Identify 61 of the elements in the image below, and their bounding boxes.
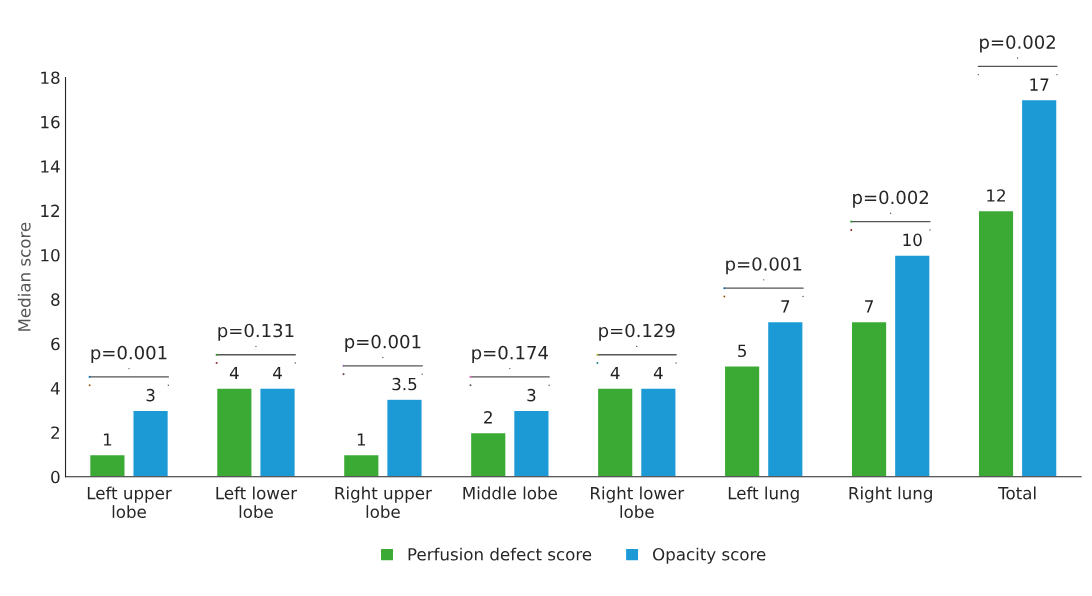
bar [88, 453, 126, 477]
data-label: 3 [527, 388, 536, 402]
bar [977, 209, 1015, 477]
x-tick-label: Right lung [849, 486, 932, 503]
annotation: p=0.129 [599, 323, 675, 341]
annotation: p=0.001 [345, 334, 421, 352]
y-tick-label: 14 [41, 160, 60, 173]
bar [850, 320, 888, 477]
annotation: p=0.174 [472, 345, 548, 364]
bar [259, 387, 296, 477]
annotation: p=0.001 [91, 345, 167, 364]
data-label: 4 [653, 366, 663, 380]
data-label: 2 [484, 411, 492, 424]
data-label: 5 [738, 344, 746, 358]
y-axis-title: Median score [17, 222, 31, 331]
y-tick-label: 12 [41, 204, 59, 217]
y-tick-label: 18 [41, 71, 60, 85]
bar [766, 320, 804, 477]
bar [1020, 98, 1058, 477]
x-tick-label: Total [998, 486, 1036, 500]
y-tick-label: 10 [41, 248, 60, 262]
data-label: 12 [987, 189, 1005, 202]
y-tick-label: 8 [51, 293, 60, 306]
bar [385, 398, 423, 477]
x-tick-label: Right upper lobe [335, 486, 432, 519]
data-label: 1 [103, 433, 112, 446]
y-tick-label: 2 [51, 426, 59, 439]
data-label: 4 [610, 366, 620, 380]
x-tick-label: Left upper lobe [87, 486, 172, 519]
y-tick-label: 0 [51, 470, 60, 484]
bar [512, 409, 550, 477]
bar [469, 431, 507, 477]
data-label: 3 [146, 388, 155, 402]
y-tick-label: 4 [50, 382, 60, 395]
bar [893, 254, 931, 477]
data-label: 7 [781, 300, 790, 313]
bar [596, 387, 634, 477]
data-label: 4 [273, 366, 282, 380]
bar [342, 453, 380, 477]
data-label: 7 [865, 300, 873, 313]
data-label: 17 [1030, 78, 1049, 91]
data-label: 4 [229, 366, 239, 380]
y-tick-label: 6 [51, 337, 60, 351]
x-tick-label: Middle lobe [463, 486, 557, 500]
legend-label: Opacity score [653, 547, 766, 564]
bar [639, 387, 677, 477]
annotation: p=0.002 [853, 190, 928, 208]
annotation: p=0.002 [980, 35, 1055, 53]
x-tick-label: Left lung [728, 486, 799, 503]
bar [215, 387, 253, 477]
bar [723, 365, 761, 477]
data-label: 1 [357, 433, 366, 446]
data-label: 3.5 [392, 377, 417, 391]
bar [132, 409, 170, 477]
annotation: p=0.131 [218, 323, 294, 341]
annotation: p=0.001 [726, 257, 802, 275]
legend-label: Perfusion defect score [408, 547, 592, 561]
data-label: 10 [903, 233, 922, 247]
x-tick-label: Right lower lobe [591, 486, 685, 519]
y-tick-label: 16 [41, 115, 60, 129]
x-tick-label: Left lower lobe [216, 486, 298, 519]
